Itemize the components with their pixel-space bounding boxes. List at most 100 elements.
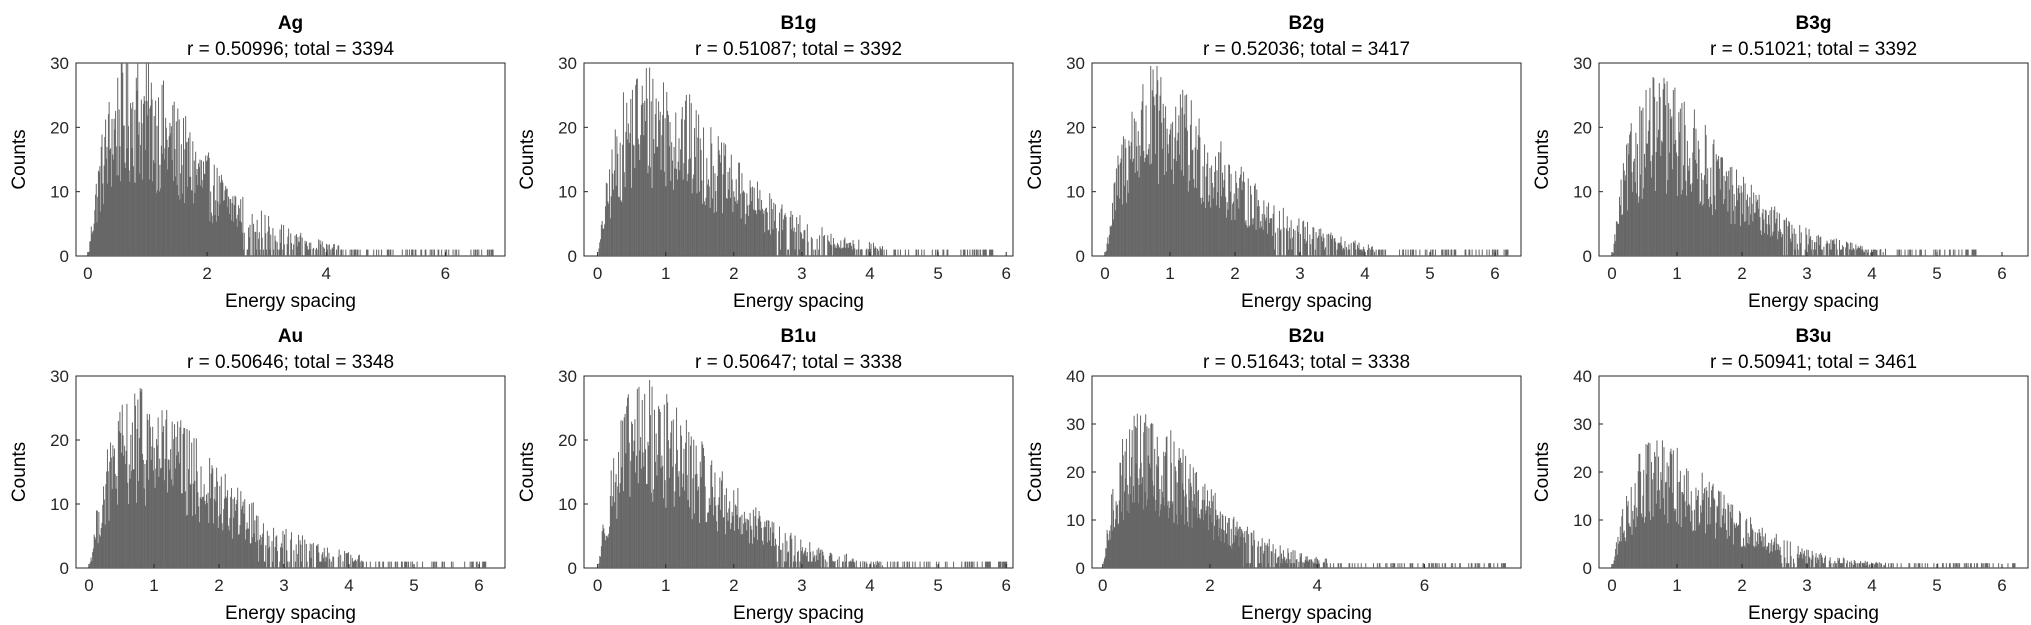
histogram-bar xyxy=(635,472,637,568)
histogram-bar xyxy=(1218,518,1220,568)
histogram-bar xyxy=(1242,533,1244,568)
histogram-bar xyxy=(184,491,186,568)
histogram-bar xyxy=(1727,211,1729,256)
histogram-bar xyxy=(1236,521,1238,568)
histogram-bar xyxy=(248,504,250,568)
histogram-bar xyxy=(265,545,267,568)
histogram-bar xyxy=(1750,184,1752,256)
histogram-bar xyxy=(810,551,812,568)
histogram-bar xyxy=(173,439,175,568)
histogram-bar xyxy=(213,164,215,256)
histogram-bar xyxy=(145,149,147,256)
histogram-bar xyxy=(237,534,239,568)
histogram-bar xyxy=(1911,249,1913,256)
histogram-bar xyxy=(1182,449,1184,568)
histogram-bar xyxy=(1639,453,1641,568)
histogram-bar xyxy=(1263,550,1265,568)
histogram-bar xyxy=(1477,563,1479,568)
histogram-bar xyxy=(1478,249,1480,256)
histogram-bar xyxy=(199,497,201,568)
histogram-bar xyxy=(1757,532,1759,568)
histogram-bar xyxy=(1615,240,1617,256)
histogram-bar xyxy=(313,247,315,256)
histogram-bar xyxy=(353,561,355,568)
histogram-bar xyxy=(120,63,122,256)
histogram-bar xyxy=(1760,541,1762,568)
histogram-bar xyxy=(1193,507,1195,568)
histogram-bar xyxy=(1002,561,1004,568)
histogram-bar xyxy=(138,438,140,568)
histogram-bar xyxy=(1781,563,1783,568)
histogram-bar xyxy=(726,198,728,256)
histogram-bar xyxy=(94,536,96,568)
histogram-bar xyxy=(1189,180,1191,256)
histogram-bar xyxy=(696,193,698,256)
histogram-bar xyxy=(1145,505,1147,568)
histogram-bar xyxy=(200,185,202,256)
histogram-bar xyxy=(1851,242,1853,256)
histogram-bar xyxy=(306,246,308,256)
histogram-bar xyxy=(650,492,652,568)
histogram-bar xyxy=(1714,538,1716,568)
histogram-bar xyxy=(1949,249,1951,256)
histogram-bar xyxy=(1503,249,1505,256)
histogram-bar xyxy=(1324,247,1326,256)
histogram-bar xyxy=(337,245,339,256)
histogram-bar xyxy=(660,169,662,256)
histogram-bar xyxy=(1193,178,1195,256)
histogram-bar xyxy=(1676,447,1678,568)
histogram-bar xyxy=(162,432,164,568)
histogram-bar xyxy=(1186,94,1188,256)
histogram-bar xyxy=(349,249,351,256)
y-tick-label: 0 xyxy=(1076,247,1085,266)
histogram-bar xyxy=(1633,505,1635,568)
histogram-bar xyxy=(218,516,220,568)
histogram-bar xyxy=(1909,563,1911,568)
histogram-bar xyxy=(641,85,643,257)
histogram-bar xyxy=(1196,188,1198,256)
histogram-bar xyxy=(1976,563,1978,568)
histogram-bar xyxy=(231,203,233,256)
histogram-bar xyxy=(1850,250,1852,256)
histogram-bar xyxy=(211,215,213,256)
histogram-bar xyxy=(725,488,727,568)
histogram-bar xyxy=(227,206,229,256)
histogram-bar xyxy=(1880,563,1882,568)
histogram-bar xyxy=(1335,241,1337,256)
histogram-bar xyxy=(213,185,215,256)
histogram-bar xyxy=(1112,488,1114,568)
histogram-bar xyxy=(96,510,98,568)
histogram-bar xyxy=(1778,213,1780,256)
histogram-bar xyxy=(1693,530,1695,568)
histogram-bar xyxy=(904,249,906,256)
histogram-bar xyxy=(694,128,696,256)
histogram-bar xyxy=(115,110,117,257)
histogram-bar xyxy=(1250,532,1252,568)
histogram-bar xyxy=(1004,561,1006,568)
histogram-bar xyxy=(894,561,896,568)
histogram-bar xyxy=(219,204,221,256)
histogram-bar xyxy=(1690,191,1692,256)
histogram-bar xyxy=(1130,494,1132,568)
histogram-bar xyxy=(1808,229,1810,256)
histogram-bar xyxy=(1183,114,1185,256)
histogram-bar xyxy=(1643,153,1645,256)
histogram-bar xyxy=(1112,203,1114,256)
histogram-bar xyxy=(1856,249,1858,256)
histogram-bar xyxy=(1811,239,1813,256)
histogram-bar xyxy=(1628,154,1630,256)
histogram-bar xyxy=(619,142,621,256)
histogram-bar xyxy=(805,547,807,568)
histogram-bar xyxy=(1326,234,1328,256)
histogram-bar xyxy=(1668,466,1670,568)
histogram-bar xyxy=(747,205,749,256)
histogram-bar xyxy=(1337,563,1339,568)
histogram-bar xyxy=(1154,448,1156,568)
histogram-bar xyxy=(196,471,198,568)
histogram-bar xyxy=(654,461,656,568)
histogram-bar xyxy=(682,179,684,256)
histogram-bar xyxy=(1799,554,1801,568)
histogram-bar xyxy=(698,114,700,257)
histogram-bar xyxy=(1622,163,1624,256)
